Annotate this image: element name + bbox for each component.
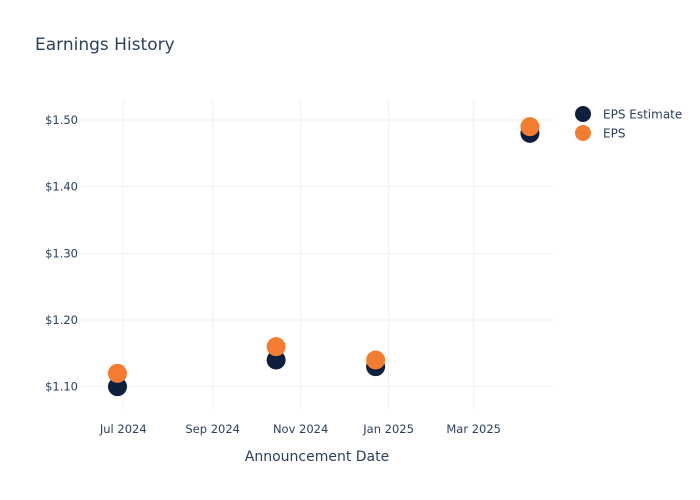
gridlines [80,100,553,410]
y-tick-label: $1.40 [45,180,78,194]
chart-title: Earnings History [35,35,175,55]
x-tick-label: Jul 2024 [99,422,147,436]
legend[interactable]: EPS Estimate EPS [575,106,682,141]
legend-label[interactable]: EPS [603,127,625,141]
y-tick-label: $1.10 [45,380,78,394]
scatter-point-eps[interactable] [366,350,386,370]
x-axis-title: Announcement Date [245,449,389,465]
legend-marker[interactable] [575,106,591,122]
x-tick-label: Jan 2025 [362,422,414,436]
x-tick-label: Nov 2024 [273,422,328,436]
scatter-point-eps[interactable] [266,337,286,357]
x-axis-ticks: Jul 2024 Sep 2024 Nov 2024 Jan 2025 Mar 2025 [99,422,501,436]
x-tick-label: Sep 2024 [185,422,240,436]
y-tick-label: $1.50 [45,113,78,127]
x-tick-label: Mar 2025 [446,422,501,436]
scatter-point-eps-estimate[interactable] [107,377,127,397]
y-tick-label: $1.20 [45,313,78,327]
legend-marker[interactable] [575,125,591,141]
legend-label[interactable]: EPS Estimate [603,108,682,122]
scatter-point-eps-estimate[interactable] [266,350,286,370]
scatter-point-eps[interactable] [107,363,127,383]
data-points [107,117,540,397]
y-tick-label: $1.30 [45,246,78,260]
scatter-point-eps[interactable] [520,117,540,137]
y-axis-ticks: $1.10 $1.20 $1.30 $1.40 $1.50 [45,113,78,394]
